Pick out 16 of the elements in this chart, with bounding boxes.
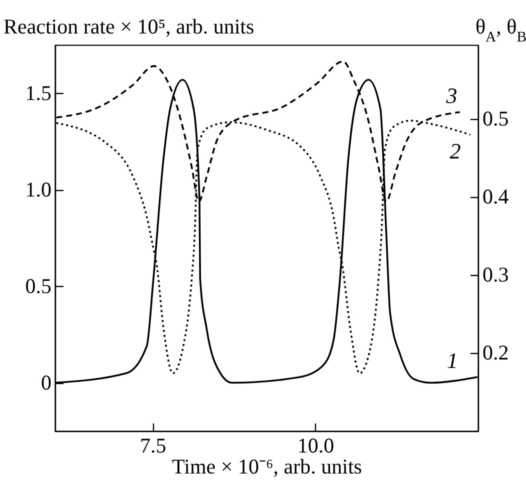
- y2-tick-label: 0.2: [482, 340, 509, 365]
- series-label: 3: [445, 83, 458, 108]
- x-tick-label: 7.5: [140, 434, 166, 458]
- y2-tick-label: 0.3: [482, 262, 509, 287]
- y-tick-label: 0.5: [25, 274, 52, 298]
- series-label: 2: [450, 138, 461, 164]
- y2-axis-title: θ$_{A}$, θ$_{B}$: [475, 14, 526, 46]
- y-tick-label: 1.5: [25, 80, 52, 105]
- y-tick-label: 0: [41, 370, 52, 394]
- series-label: 1: [446, 348, 458, 373]
- y2-tick-label: 0.4: [482, 184, 510, 209]
- x-tick-label: 10.0: [297, 434, 334, 458]
- y2-tick-label: 0.5: [482, 106, 509, 131]
- y-axis-title: Reaction rate × 10⁵, arb. units: [4, 14, 254, 38]
- y-tick-label: 1.0: [25, 177, 52, 202]
- x-axis-title: Time × 10⁻⁶, arb. units: [172, 454, 362, 478]
